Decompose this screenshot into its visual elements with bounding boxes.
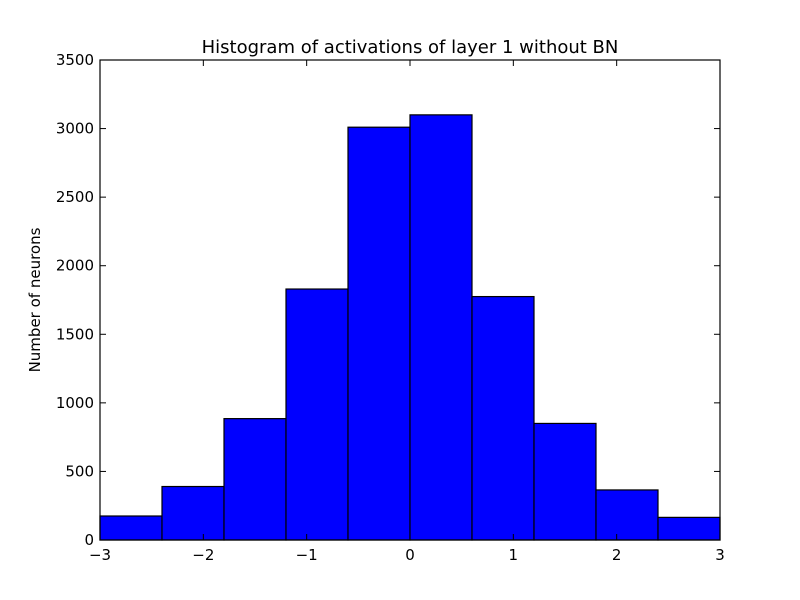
y-tick-label: 3500 <box>56 51 94 69</box>
y-tick-label: 500 <box>65 462 94 480</box>
histogram-bar <box>99 515 163 541</box>
bars-group <box>99 114 721 541</box>
histogram-bar <box>347 126 411 541</box>
ticks-group: −3 −2 −1 0 1 2 3 0 500 1000 1500 2000 2500 3000 3500 <box>56 51 725 564</box>
y-tick-label: 1000 <box>56 394 94 412</box>
histogram-bar <box>285 288 349 541</box>
x-tick-label: −3 <box>89 546 111 564</box>
x-tick-label: 0 <box>405 546 415 564</box>
y-tick-label: 1500 <box>56 325 94 343</box>
x-tick-label: −2 <box>192 546 214 564</box>
x-tick-label: −1 <box>296 546 318 564</box>
x-tick-label: 2 <box>612 546 622 564</box>
histogram-bar <box>223 418 287 541</box>
y-tick-label: 3000 <box>56 120 94 138</box>
histogram-bar <box>657 516 721 541</box>
histogram-bar <box>161 485 225 541</box>
y-axis-label: Number of neurons <box>26 227 44 372</box>
y-tick-label: 2500 <box>56 188 94 206</box>
histogram-bar <box>595 489 659 541</box>
histogram-bar <box>471 295 535 541</box>
plot-frame <box>99 59 721 541</box>
chart-title: Histogram of activations of layer 1 with… <box>202 37 619 58</box>
y-tick-label: 0 <box>84 531 94 549</box>
histogram-bar <box>533 422 597 541</box>
y-tick-label: 2000 <box>56 257 94 275</box>
histogram-bar <box>409 114 473 541</box>
x-tick-label: 1 <box>509 546 519 564</box>
x-tick-label: 3 <box>715 546 725 564</box>
